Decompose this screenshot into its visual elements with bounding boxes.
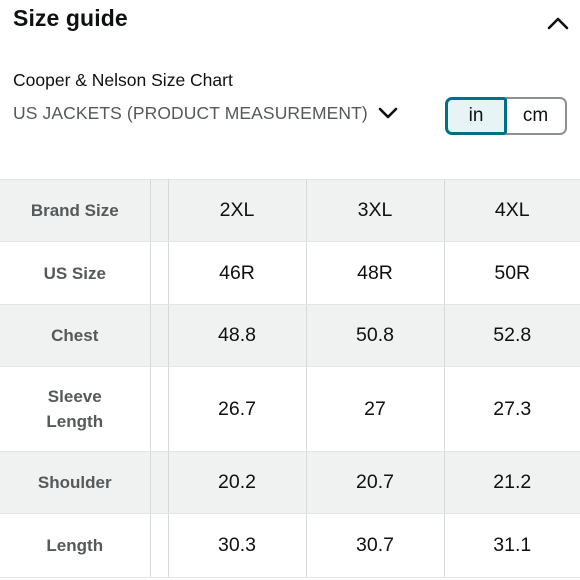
table-row-us-size: US Size 46R 48R 50R xyxy=(0,241,580,305)
table-row-sleeve-length: Sleeve Length 26.7 27 27.3 xyxy=(0,366,580,452)
size-table: Brand Size 2XL 3XL 4XL US Size 46R 48R 5… xyxy=(0,179,580,578)
column-gap xyxy=(150,179,169,242)
row-label: US Size xyxy=(0,241,151,305)
column-gap xyxy=(150,366,169,452)
table-row-chest: Chest 48.8 50.8 52.8 xyxy=(0,304,580,367)
column-gap xyxy=(150,304,169,367)
unit-cm-button[interactable]: cm xyxy=(506,97,567,135)
table-cell: 50.8 xyxy=(306,304,445,367)
table-row-shoulder: Shoulder 20.2 20.7 21.2 xyxy=(0,451,580,514)
table-cell: 27 xyxy=(306,366,445,452)
table-cell: 46R xyxy=(168,241,307,305)
size-chart-brand: Cooper & Nelson Size Chart xyxy=(13,70,233,90)
unit-inches-button[interactable]: in xyxy=(445,97,507,135)
page-title: Size guide xyxy=(13,5,128,31)
table-cell: 30.3 xyxy=(168,513,307,578)
table-row-length: Length 30.3 30.7 31.1 xyxy=(0,513,580,578)
row-label: Length xyxy=(0,513,151,578)
row-label-text: Sleeve Length xyxy=(46,387,104,431)
chevron-up-icon xyxy=(547,17,569,30)
table-cell: 21.2 xyxy=(444,451,580,514)
table-cell: 48R xyxy=(306,241,445,305)
row-label: Sleeve Length xyxy=(0,366,151,452)
row-label: Brand Size xyxy=(0,179,151,242)
table-cell: 20.7 xyxy=(306,451,445,514)
table-cell: 3XL xyxy=(306,179,445,242)
size-guide-header: Size guide xyxy=(0,0,580,44)
collapse-button[interactable] xyxy=(543,10,573,36)
table-cell: 26.7 xyxy=(168,366,307,452)
table-row-brand-size: Brand Size 2XL 3XL 4XL xyxy=(0,179,580,242)
table-cell: 27.3 xyxy=(444,366,580,452)
table-cell: 48.8 xyxy=(168,304,307,367)
table-cell: 50R xyxy=(444,241,580,305)
column-gap xyxy=(150,241,169,305)
table-cell: 30.7 xyxy=(306,513,445,578)
column-gap xyxy=(150,513,169,578)
chevron-down-icon xyxy=(378,107,398,119)
category-dropdown[interactable]: US JACKETS (PRODUCT MEASUREMENT) xyxy=(13,100,398,126)
row-label: Chest xyxy=(0,304,151,367)
table-cell: 31.1 xyxy=(444,513,580,578)
column-gap xyxy=(150,451,169,514)
unit-toggle: in cm xyxy=(445,97,567,135)
category-label: US JACKETS (PRODUCT MEASUREMENT) xyxy=(13,102,368,123)
row-label: Shoulder xyxy=(0,451,151,514)
table-cell: 4XL xyxy=(444,179,580,242)
table-cell: 20.2 xyxy=(168,451,307,514)
table-cell: 2XL xyxy=(168,179,307,242)
table-cell: 52.8 xyxy=(444,304,580,367)
